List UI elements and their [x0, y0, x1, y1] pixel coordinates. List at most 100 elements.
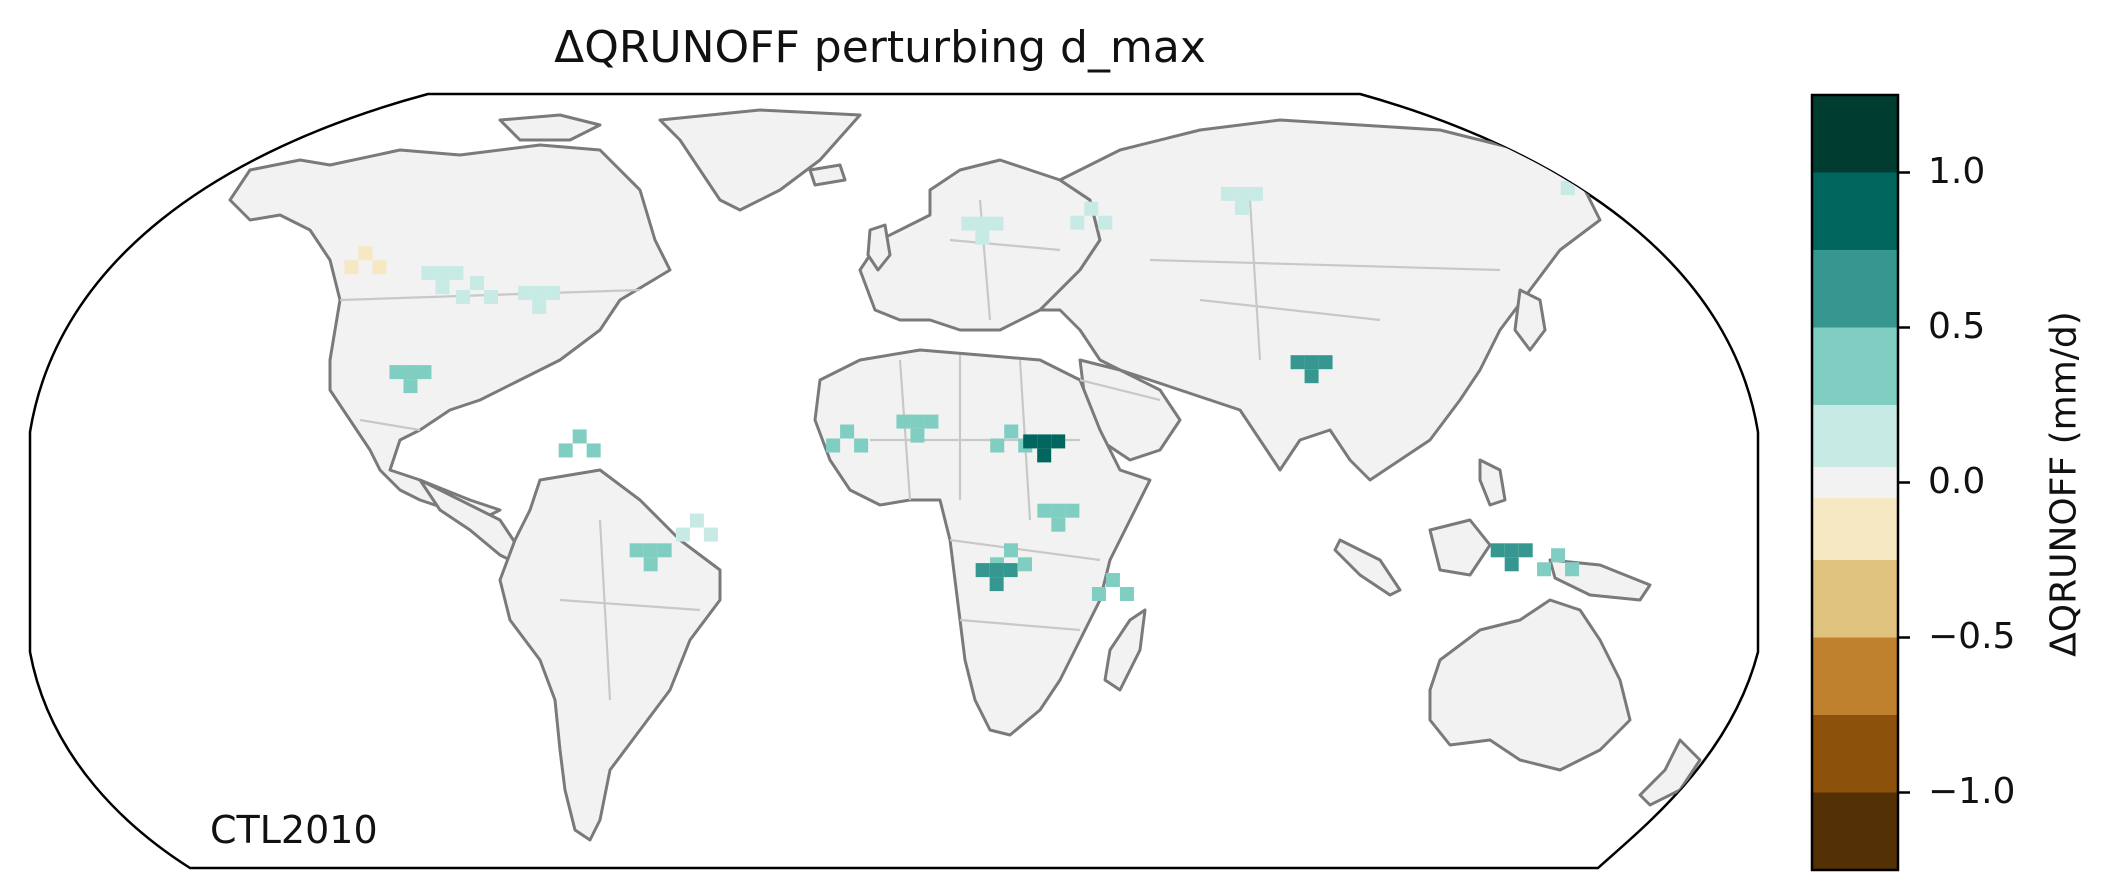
anomaly-cell — [924, 414, 939, 429]
anomaly-cell — [1490, 543, 1505, 558]
anomaly-cell — [1051, 517, 1066, 532]
anomaly-cell — [657, 543, 672, 558]
anomaly-cell — [1504, 543, 1519, 558]
sumatra-landmass — [1333, 538, 1402, 597]
anomaly-cell — [372, 260, 387, 275]
colorbar-label: ΔQRUNOFF (mm/d) — [2043, 311, 2085, 657]
anomaly-cell — [1037, 503, 1052, 518]
anomaly-cell — [532, 285, 547, 300]
colorbar-bin-10 — [1812, 95, 1898, 173]
colorbar-bin-4 — [1812, 498, 1898, 560]
anomaly-cell — [1004, 424, 1019, 439]
anomaly-cell — [1051, 503, 1066, 518]
anomaly-cell — [975, 216, 990, 231]
anomaly-cell — [703, 527, 718, 542]
africa-landmass — [813, 348, 1152, 737]
anomaly-cell — [1119, 587, 1134, 601]
anomaly-cell — [1098, 215, 1113, 230]
anomaly-cell — [826, 438, 841, 453]
anomaly-cell — [518, 285, 533, 300]
anomaly-cell — [689, 513, 704, 528]
colorbar-tick-label: 0.0 — [1928, 460, 1986, 502]
new-zealand-landmass — [1638, 738, 1702, 807]
anomaly-cell — [483, 290, 498, 304]
anomaly-cell — [961, 216, 976, 231]
anomaly-cell — [1248, 186, 1263, 201]
colorbar-bin-6 — [1812, 405, 1898, 467]
anomaly-cell — [989, 577, 1004, 592]
anomaly-cell — [1105, 573, 1120, 587]
colorbar-bin-9 — [1812, 172, 1898, 250]
anomaly-cell — [358, 246, 373, 261]
australia-landmass — [1428, 598, 1632, 772]
colorbar-bin-5 — [1812, 467, 1898, 498]
anomaly-cell — [389, 365, 404, 380]
anomaly-cell — [989, 216, 1004, 231]
anomaly-cell — [1003, 563, 1018, 578]
colorbar-tick-label: −0.5 — [1928, 615, 2016, 657]
japan-landmass — [1513, 288, 1547, 352]
anomaly-cell — [1003, 543, 1018, 558]
anomaly-cell — [1065, 503, 1080, 518]
anomaly-cell — [435, 266, 450, 281]
anomaly-cell — [910, 414, 925, 429]
colorbar-bin-1 — [1812, 715, 1898, 793]
philippines-landmass — [1478, 458, 1507, 507]
anomaly-cell — [1551, 548, 1566, 563]
chart-title: ΔQRUNOFF perturbing d_max — [554, 22, 1206, 73]
anomaly-cell — [455, 290, 470, 304]
anomaly-cell — [1234, 186, 1249, 201]
anomaly-cell — [1091, 587, 1106, 601]
anomaly-cell — [1588, 181, 1603, 196]
anomaly-cell — [975, 563, 990, 578]
anomaly-cell — [1070, 215, 1085, 230]
anomaly-cell — [1037, 434, 1052, 449]
anomaly-cell — [643, 543, 658, 558]
colorbar-bin-8 — [1812, 250, 1898, 328]
anomaly-cell — [1234, 200, 1249, 215]
iceland-landmass — [808, 163, 847, 187]
anomaly-cell — [417, 365, 432, 380]
anomaly-layer — [344, 167, 1603, 601]
anomaly-cell — [449, 266, 464, 281]
greenland-landmass — [658, 108, 862, 212]
anomaly-cell — [1023, 434, 1038, 449]
anomaly-cell — [1537, 562, 1552, 577]
colorbar-tick-label: 1.0 — [1928, 150, 1986, 192]
anomaly-cell — [1574, 167, 1589, 182]
arctic-islands-landmass — [498, 113, 602, 142]
anomaly-cell — [403, 365, 418, 380]
anomaly-cell — [1518, 543, 1533, 558]
south-america-landmass — [498, 468, 722, 842]
anomaly-cell — [546, 285, 561, 300]
colorbar-bin-0 — [1812, 792, 1898, 870]
anomaly-cell — [1560, 181, 1575, 196]
anomaly-cell — [1220, 186, 1235, 201]
anomaly-cell — [840, 424, 855, 439]
anomaly-cell — [1304, 355, 1319, 370]
anomaly-cell — [558, 443, 573, 458]
uk-landmass — [866, 223, 892, 272]
colorbar-ticks — [1898, 171, 1910, 794]
anomaly-cell — [675, 527, 690, 542]
country-borders — [339, 199, 1501, 701]
colorbar-bins — [1812, 95, 1898, 870]
anomaly-cell — [1290, 355, 1305, 370]
anomaly-cell — [629, 543, 644, 558]
anomaly-cell — [1017, 557, 1032, 572]
borneo-landmass — [1428, 518, 1492, 577]
madagascar-landmass — [1103, 608, 1147, 692]
anomaly-cell — [910, 428, 925, 443]
land-layer — [228, 108, 1702, 842]
colorbar-tick-label: −1.0 — [1928, 770, 2016, 812]
anomaly-cell — [435, 280, 450, 295]
anomaly-cell — [1051, 434, 1066, 449]
anomaly-cell — [1084, 201, 1099, 216]
colorbar-bin-2 — [1812, 637, 1898, 715]
anomaly-cell — [344, 260, 359, 275]
anomaly-cell — [990, 438, 1005, 453]
anomaly-cell — [532, 299, 547, 314]
anomaly-cell — [975, 230, 990, 245]
anomaly-cell — [469, 276, 484, 290]
